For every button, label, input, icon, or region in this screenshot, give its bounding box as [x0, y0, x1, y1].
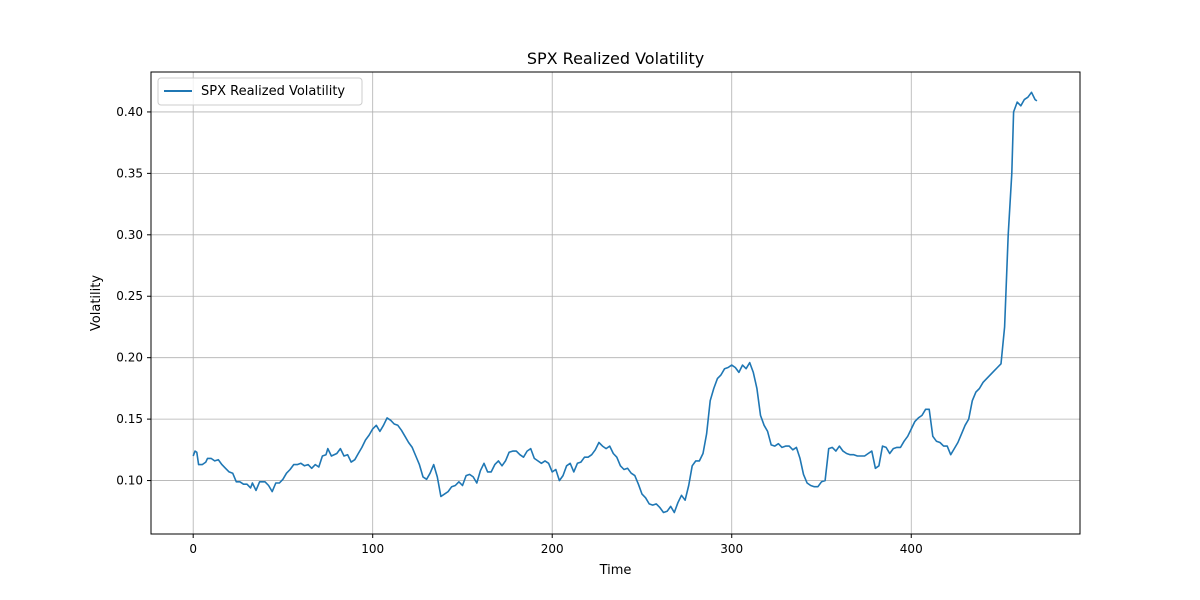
- x-axis: 0 100 200 300 400: [189, 534, 923, 556]
- y-tick-label: 0.35: [116, 166, 143, 180]
- series-line-spx-realized-volatility: [192, 91, 1038, 514]
- x-tick-label: 300: [720, 542, 743, 556]
- legend: SPX Realized Volatility: [157, 77, 363, 106]
- grid: [151, 72, 1080, 534]
- y-tick-label: 0.40: [116, 105, 143, 119]
- x-tick-label: 200: [541, 542, 564, 556]
- y-tick-label: 0.30: [116, 228, 143, 242]
- y-axis: 0.10 0.15 0.20 0.25 0.30 0.35 0.40: [116, 105, 151, 488]
- x-tick-label: 100: [361, 542, 384, 556]
- x-axis-label: Time: [599, 563, 632, 578]
- x-tick-label: 0: [189, 542, 197, 556]
- series-layer: [192, 91, 1038, 514]
- plot-frame: [150, 71, 1081, 535]
- legend-label: SPX Realized Volatility: [201, 84, 345, 99]
- y-tick-label: 0.10: [116, 474, 143, 488]
- chart-title: SPX Realized Volatility: [527, 49, 704, 68]
- y-tick-label: 0.25: [116, 289, 143, 303]
- x-tick-label: 400: [900, 542, 923, 556]
- y-tick-label: 0.20: [116, 351, 143, 365]
- y-tick-label: 0.15: [116, 412, 143, 426]
- y-axis-label: Volatility: [89, 275, 104, 331]
- legend-box: [157, 77, 363, 106]
